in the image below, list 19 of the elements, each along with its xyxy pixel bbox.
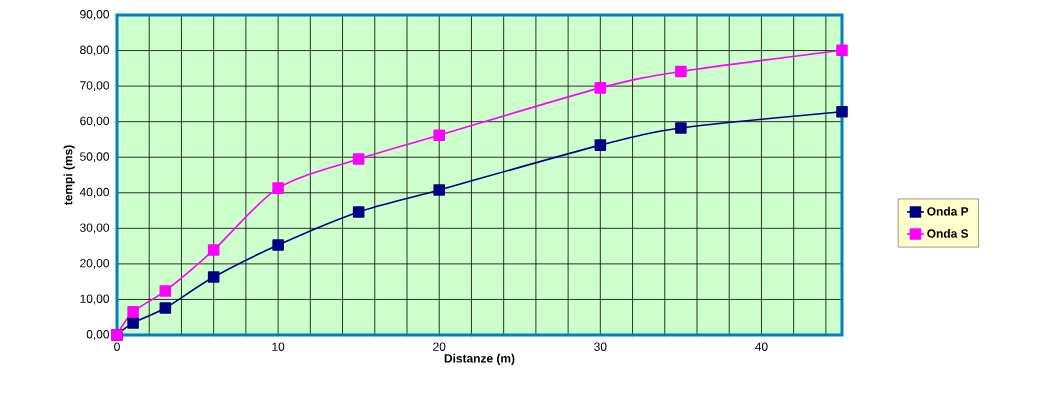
y-tick-label: 50,00 xyxy=(80,152,110,163)
x-tick-label: 0 xyxy=(114,342,120,351)
y-tick-label: 70,00 xyxy=(80,81,110,92)
y-tick-label: 10,00 xyxy=(80,294,110,305)
y-tick-label: 30,00 xyxy=(80,223,110,234)
x-tick-label: 40 xyxy=(755,342,768,351)
x-tick-label: 10 xyxy=(272,342,285,351)
x-tick-label: 30 xyxy=(594,342,607,351)
y-tick-label: 40,00 xyxy=(79,187,110,198)
y-tick-label: 80,00 xyxy=(80,45,110,56)
y-axis-title: tempi (ms) xyxy=(63,145,75,206)
legend-label: Onda S xyxy=(927,228,969,238)
legend-label: Onda P xyxy=(927,206,969,216)
y-tick-label: 60,00 xyxy=(80,116,110,127)
y-tick-label: 90,00 xyxy=(80,10,110,20)
x-tick-label: 20 xyxy=(433,342,446,351)
y-tick-label: 0,00 xyxy=(86,330,110,340)
x-axis-title: Distanze (m) xyxy=(444,353,515,365)
y-tick-label: 20,00 xyxy=(80,258,110,269)
